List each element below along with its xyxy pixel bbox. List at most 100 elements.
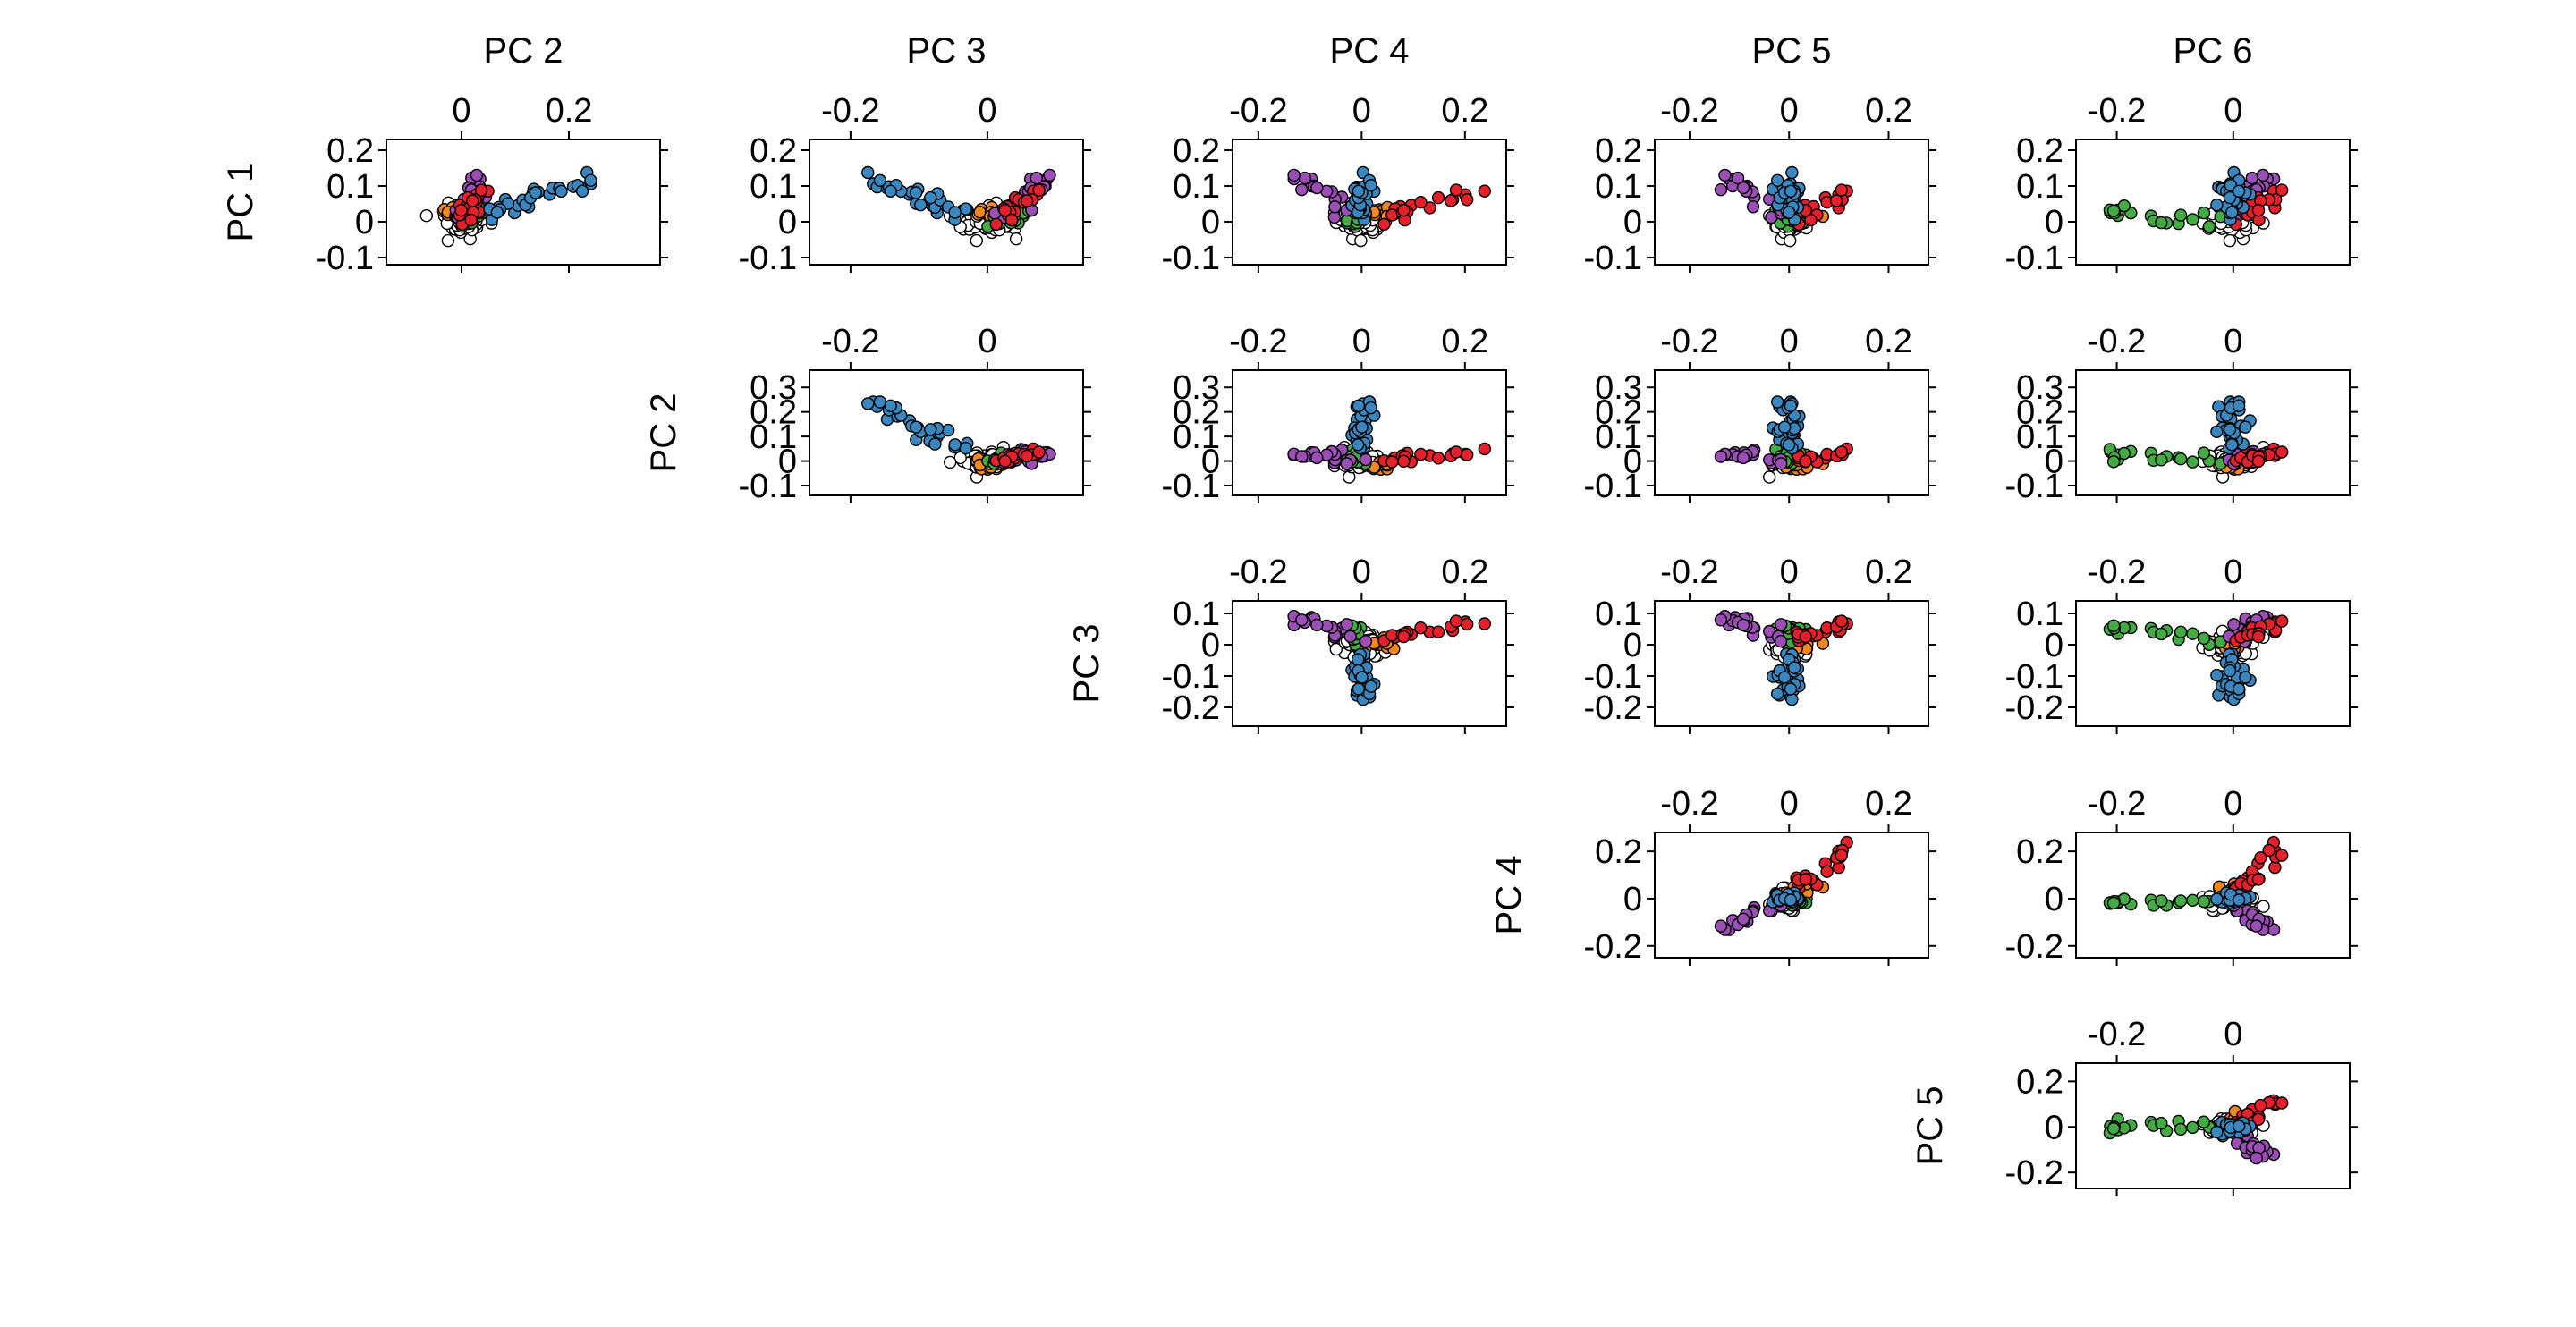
data-point-blue xyxy=(529,186,542,199)
data-point-red xyxy=(2251,454,2266,468)
data-point-purple xyxy=(1736,912,1750,926)
data-point-green xyxy=(2202,220,2216,233)
y-tick-label: -0.1 xyxy=(1584,468,1642,505)
data-point-blue xyxy=(873,173,887,188)
x-tick-label: -0.2 xyxy=(1660,554,1718,591)
data-point-red xyxy=(1829,194,1843,207)
row-label: PC 1 xyxy=(221,163,260,242)
data-point-blue xyxy=(861,165,875,180)
data-point-blue xyxy=(2232,682,2246,696)
data-point-green xyxy=(2197,894,2211,909)
data-point-red xyxy=(1032,445,1046,459)
data-point-red xyxy=(2275,445,2289,459)
scatter-panel: -0.2 0 0.2-0.100.10.2 xyxy=(1162,92,1514,277)
data-point-red xyxy=(1431,625,1445,638)
point-layer xyxy=(2103,610,2289,706)
x-tick-label: -0.2 xyxy=(1660,92,1718,130)
data-point-purple xyxy=(1295,613,1309,627)
data-point-blue xyxy=(2223,423,2237,436)
point-layer xyxy=(1714,610,1853,706)
data-point-red xyxy=(1460,448,1474,461)
data-point-blue xyxy=(959,202,972,216)
x-tick-label: 0 xyxy=(2224,1016,2242,1053)
x-tick-label: 0 xyxy=(1352,92,1371,130)
data-point-green xyxy=(2106,455,2121,469)
data-point-white xyxy=(419,208,433,223)
panel-frame xyxy=(1654,369,1929,496)
point-layer xyxy=(1714,835,1853,936)
x-tick-label: -0.2 xyxy=(1660,323,1718,360)
data-point-green xyxy=(2117,199,2131,213)
point-layer xyxy=(1714,395,1853,484)
data-point-blue xyxy=(924,190,937,205)
scatter-panel: -0.2 0 -0.2 0 0.2 xyxy=(2005,785,2358,966)
data-point-purple xyxy=(1718,168,1732,182)
x-tick-label: 0 xyxy=(1352,323,1371,360)
data-point-red xyxy=(1460,193,1474,207)
x-tick-label: 0.2 xyxy=(1865,554,1912,591)
x-tick-label: 0.2 xyxy=(1441,323,1488,360)
data-point-red xyxy=(1377,217,1391,232)
data-point-blue xyxy=(2232,399,2246,412)
data-point-red xyxy=(1431,190,1445,205)
data-point-red xyxy=(1449,183,1463,197)
x-tick-label: -0.2 xyxy=(1229,554,1287,591)
data-point-white xyxy=(1762,470,1776,484)
point-layer xyxy=(1287,165,1492,248)
y-tick-label: 0 xyxy=(1201,444,1220,481)
y-tick-label: 0.2 xyxy=(1595,394,1642,432)
data-point-blue xyxy=(1364,401,1377,415)
data-point-red xyxy=(1397,203,1411,217)
x-tick-label: 0.2 xyxy=(1865,92,1912,130)
data-point-purple xyxy=(1340,618,1353,631)
data-point-red xyxy=(1414,195,1428,209)
data-point-purple xyxy=(1310,181,1324,195)
column-label: PC 5 xyxy=(1752,31,1832,71)
data-point-blue xyxy=(884,184,897,199)
x-tick-label: -0.2 xyxy=(1229,92,1287,130)
data-point-green xyxy=(2174,208,2188,222)
scatter-panel: -0.2 0 0.2-0.2-0.100.1 xyxy=(1584,554,1936,734)
data-point-blue xyxy=(1364,178,1377,192)
panel-frame xyxy=(386,139,661,266)
point-layer xyxy=(2103,1094,2289,1165)
data-point-blue xyxy=(2210,198,2224,212)
scatter-panel: -0.2 0-0.2-0.100.1 xyxy=(2005,554,2358,734)
y-tick-label: 0.1 xyxy=(2016,168,2063,206)
data-point-red xyxy=(1478,617,1492,630)
data-point-blue xyxy=(909,186,923,199)
panel-frame xyxy=(1654,139,1929,266)
data-point-red xyxy=(998,454,1012,468)
data-point-blue xyxy=(1777,420,1792,434)
data-point-red xyxy=(1020,449,1034,463)
data-point-green xyxy=(2174,452,2188,466)
y-tick-label: 0 xyxy=(1623,204,1642,241)
y-tick-label: -0.1 xyxy=(739,240,797,277)
y-tick-label: -0.1 xyxy=(1162,468,1220,505)
y-tick-label: 0 xyxy=(778,204,797,241)
data-point-purple xyxy=(1043,168,1056,182)
y-tick-label: -0.1 xyxy=(316,240,374,277)
data-point-green xyxy=(2106,204,2121,217)
x-tick-label: -0.2 xyxy=(1660,785,1718,823)
data-point-red xyxy=(998,203,1012,217)
y-tick-label: -0.2 xyxy=(1584,928,1642,966)
data-point-blue xyxy=(1352,184,1366,199)
data-point-red xyxy=(2275,849,2289,862)
data-point-purple xyxy=(2227,618,2241,631)
data-point-blue xyxy=(2210,1125,2224,1139)
y-tick-label: 0 xyxy=(778,444,797,481)
x-tick-label: -0.2 xyxy=(821,92,879,130)
data-point-blue xyxy=(1782,438,1796,452)
y-tick-label: 0.2 xyxy=(2016,1063,2063,1101)
data-point-red xyxy=(1835,183,1849,197)
y-tick-label: 0.2 xyxy=(750,132,797,170)
x-tick-label: -0.2 xyxy=(2088,1016,2146,1053)
y-tick-label: 0.2 xyxy=(2016,833,2063,871)
data-point-purple xyxy=(1295,182,1309,197)
data-point-green xyxy=(2186,455,2199,469)
data-point-red xyxy=(1444,194,1458,207)
data-point-blue xyxy=(2225,438,2239,452)
y-tick-label: 0.1 xyxy=(1173,418,1220,456)
data-point-green xyxy=(2155,216,2168,230)
